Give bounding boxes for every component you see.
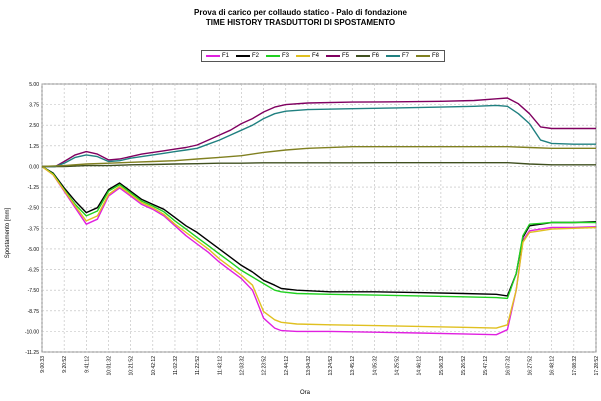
legend-swatch <box>416 55 430 57</box>
series-line-f7 <box>42 104 596 168</box>
x-tick-label: 11:02:32 <box>173 356 179 375</box>
x-tick-label: 12:44:12 <box>284 356 290 376</box>
y-tick-label: 1.25 <box>29 144 39 150</box>
chart-title: Prova di carico per collaudo statico - P… <box>194 8 407 17</box>
legend: F1 F2 F3 F4 F5 F6 F7 F8 <box>201 50 445 62</box>
y-tick-label: 0.00 <box>29 164 39 170</box>
x-tick-label: 14:25:52 <box>395 356 401 376</box>
chart-subtitle: TIME HISTORY TRASDUTTORI DI SPOSTAMENTO <box>205 18 396 27</box>
series-line-f5 <box>42 97 596 168</box>
x-tick-label: 10:01:32 <box>106 356 112 376</box>
legend-swatch <box>326 55 340 57</box>
legend-swatch <box>236 55 250 57</box>
x-tick-label: 17:08:32 <box>572 356 578 376</box>
legend-label: F7 <box>402 53 410 59</box>
y-tick-label: -7.50 <box>28 288 40 294</box>
legend-label: F4 <box>312 53 320 59</box>
x-tick-label: 14:46:12 <box>417 356 423 376</box>
legend-swatch <box>266 55 280 57</box>
legend-swatch <box>386 55 400 57</box>
y-tick-label: -6.25 <box>28 268 40 274</box>
x-axis-label: Ora <box>300 390 311 396</box>
x-tick-label: 10:42:12 <box>151 356 157 376</box>
y-axis-label: Spostamento [mm] <box>5 207 11 259</box>
y-tick-label: 2.50 <box>29 123 39 129</box>
x-tick-label: 15:06:32 <box>439 356 445 376</box>
x-tick-label: 11:43:12 <box>217 356 223 375</box>
legend-label: F3 <box>282 53 290 59</box>
series-line-f3 <box>41 165 596 300</box>
y-tick-label: -5.00 <box>28 247 40 253</box>
y-tick-label: -3.75 <box>28 226 40 232</box>
x-tick-label: 13:45:12 <box>350 356 356 376</box>
x-tick-label: 9:20:52 <box>62 356 68 373</box>
legend-label: F8 <box>432 53 440 59</box>
x-tick-label: 13:04:32 <box>306 356 312 376</box>
x-tick-label: 13:24:52 <box>328 356 334 376</box>
x-tick-label: 16:27:52 <box>528 356 534 376</box>
y-tick-label: -8.75 <box>28 309 40 315</box>
y-tick-label: -2.50 <box>28 206 40 212</box>
legend-swatch <box>206 55 220 57</box>
x-tick-label: 9:00:33 <box>40 356 46 373</box>
x-tick-label: 9:41:12 <box>84 356 90 373</box>
x-tick-label: 15:47:12 <box>483 356 489 376</box>
series-line-f6 <box>42 161 596 168</box>
x-tick-label: 15:26:52 <box>461 356 467 376</box>
y-tick-label: -11.25 <box>25 350 39 356</box>
legend-label: F6 <box>372 53 380 59</box>
legend-label: F5 <box>342 53 350 59</box>
legend-swatch <box>356 55 370 57</box>
y-tick-label: 3.75 <box>29 103 39 109</box>
x-tick-label: 16:48:12 <box>550 356 556 376</box>
legend-swatch <box>296 55 310 57</box>
x-tick-label: 14:05:32 <box>372 356 378 376</box>
y-tick-label: -1.25 <box>28 185 40 191</box>
x-tick-label: 16:07:32 <box>505 356 511 376</box>
series-line-f8 <box>41 145 596 168</box>
series-line-f4 <box>41 165 597 329</box>
legend-label: F2 <box>252 53 260 59</box>
x-tick-label: 12:03:32 <box>239 356 245 376</box>
x-tick-label: 10:21:52 <box>129 356 135 376</box>
y-tick-label: -10.00 <box>25 329 39 335</box>
x-tick-label: 17:28:52 <box>594 356 600 376</box>
legend-label: F1 <box>222 53 230 59</box>
plot-frame <box>41 83 597 353</box>
x-tick-label: 11:22:52 <box>195 356 201 375</box>
y-tick-label: 5.00 <box>29 82 39 88</box>
x-tick-label: 12:23:52 <box>262 356 268 376</box>
